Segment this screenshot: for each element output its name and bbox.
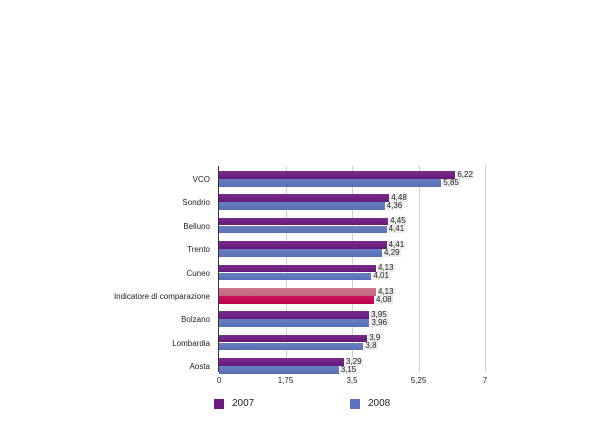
legend-label-2007: 2007 [232,398,255,409]
bar-2007 [219,288,376,296]
value-label: 4,29 [383,247,401,257]
category-label: Sondrio [182,198,210,208]
legend-item-2008: 2008 [350,398,390,409]
legend-label-2008: 2008 [368,398,391,409]
value-label: 3,29 [345,356,363,366]
bar-2008 [219,342,364,351]
value-label: 4,13 [376,263,395,273]
value-label: 4,41 [387,239,406,249]
value-label: 4,41 [387,224,406,234]
x-tick-label: 1,75 [277,376,294,385]
y-axis-line [218,166,219,372]
value-label: 3,96 [370,317,389,327]
x-tick-label: 5,25 [410,376,427,385]
bar-2007 [219,358,345,366]
bar-2007 [219,217,389,226]
category-label: Cuneo [186,268,210,278]
legend-item-2007: 2007 [214,398,254,409]
bar-2008 [219,202,385,210]
bar-2008 [219,225,387,234]
gridline [485,166,486,372]
legend-swatch-2008 [350,398,360,409]
value-label: 4,08 [375,294,393,304]
value-label: 3,9 [368,333,382,343]
bar-2008 [219,366,339,374]
bar-2007 [219,241,387,249]
value-label: 4,01 [372,271,390,281]
bar-2008 [219,272,372,281]
legend-swatch-2007 [214,398,224,409]
value-label: 3,8 [364,341,378,351]
category-label: Indicatore di comparazione [113,292,210,301]
category-label: Lombardia [172,338,210,348]
value-label: 4,13 [376,286,395,296]
x-tick-label: 0 [216,376,222,385]
bar-2007 [219,334,368,343]
bar-2008 [219,179,442,187]
x-tick-label: 7 [482,376,488,385]
bar-2008 [219,249,383,257]
x-tick-label: 3,5 [346,376,358,385]
category-label: Bolzano [181,315,210,325]
category-label: Trento [187,245,210,255]
value-label: 3,95 [370,309,388,319]
category-label: Belluno [183,221,210,231]
value-label: 5,85 [442,177,460,187]
value-label: 4,36 [385,200,404,210]
gridline [419,166,420,372]
value-label: 4,45 [389,216,407,226]
category-label: Aosta [189,362,210,372]
bar-2008 [219,296,375,304]
bar-2008 [219,319,370,327]
bar-2007 [219,171,456,179]
category-label: VCO [192,175,210,184]
bar-2007 [219,194,390,202]
value-label: 6,22 [456,169,474,179]
value-label: 3,15 [339,364,358,374]
bar-2007 [219,264,376,273]
bar-2007 [219,311,370,319]
value-label: 4,48 [390,192,408,202]
